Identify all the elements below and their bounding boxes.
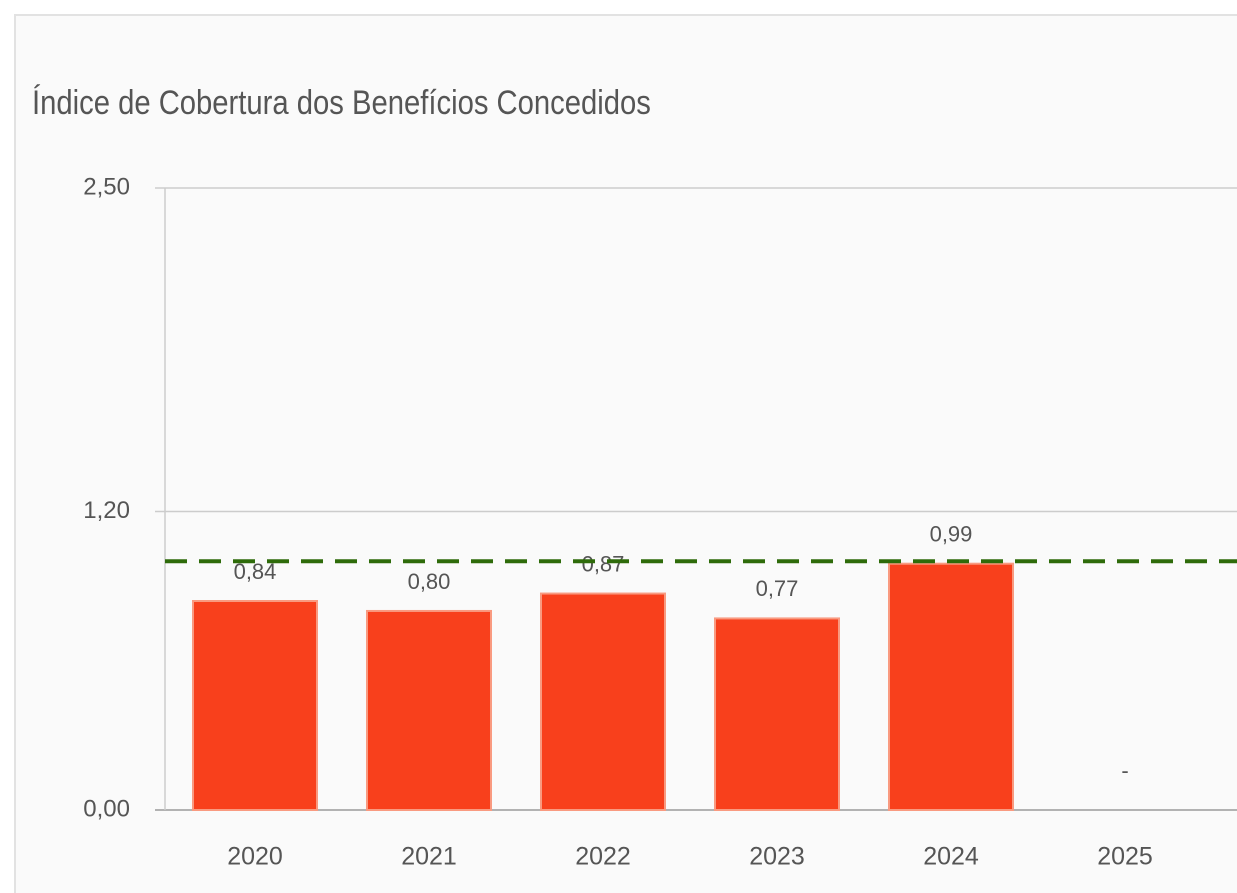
x-tick-label: 2023 bbox=[749, 843, 805, 871]
value-label: 0,80 bbox=[408, 569, 451, 594]
value-label: 0,77 bbox=[756, 576, 799, 601]
y-tick-label: 0,00 bbox=[83, 795, 130, 822]
x-tick-label: 2024 bbox=[923, 843, 979, 871]
chart-title: Índice de Cobertura dos Benefícios Conce… bbox=[32, 83, 651, 122]
bar bbox=[192, 600, 318, 811]
x-tick-label: 2025 bbox=[1097, 843, 1153, 871]
x-tick-label: 2020 bbox=[227, 843, 283, 871]
bar bbox=[888, 562, 1014, 811]
y-tick-label: 2,50 bbox=[83, 173, 130, 200]
bar bbox=[714, 617, 840, 812]
x-tick-label: 2022 bbox=[575, 843, 631, 871]
bar bbox=[366, 609, 492, 812]
value-label: - bbox=[1121, 758, 1128, 783]
y-tick-label: 1,20 bbox=[83, 497, 130, 524]
bar bbox=[540, 592, 666, 811]
value-label: 0,99 bbox=[930, 522, 973, 547]
x-tick-label: 2021 bbox=[401, 843, 457, 871]
value-label: 0,87 bbox=[582, 551, 625, 576]
